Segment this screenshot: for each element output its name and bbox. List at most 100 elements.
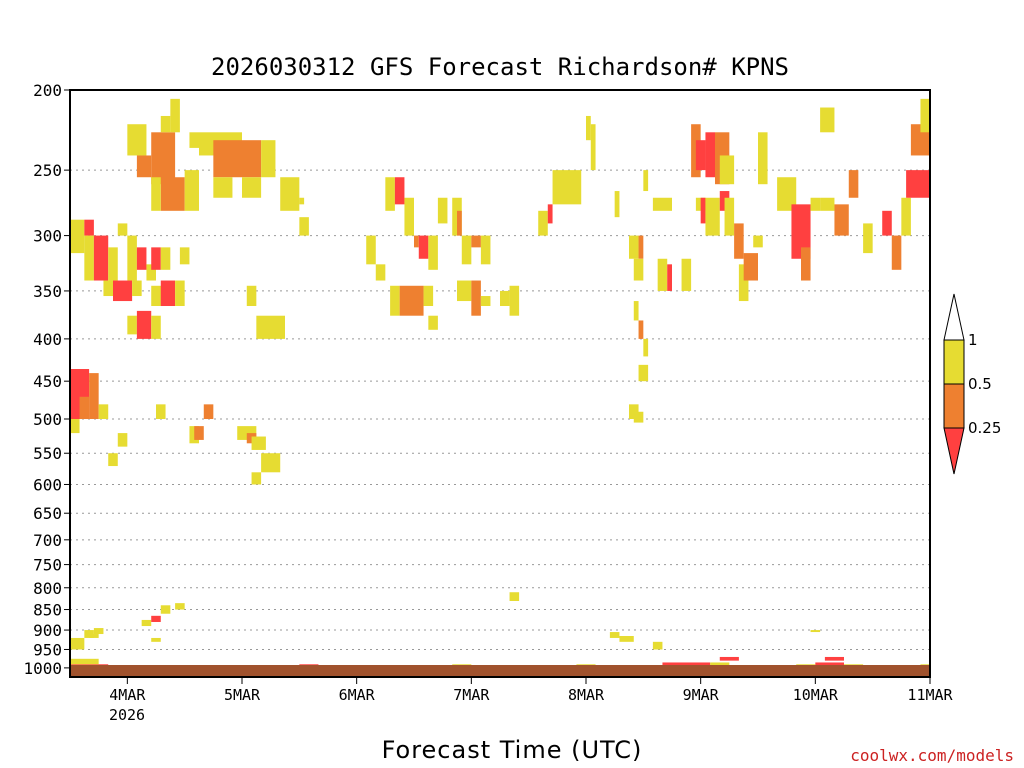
- heatmap-cell: [117, 433, 128, 447]
- heatmap-cell: [667, 264, 672, 291]
- heatmap-cell: [590, 124, 596, 171]
- heatmap-cell: [652, 641, 663, 650]
- heatmap-cell: [179, 247, 190, 265]
- heatmap-cell: [758, 132, 768, 185]
- heatmap-cell: [643, 338, 649, 357]
- heatmap-cell: [820, 107, 835, 133]
- legend: 1 0.5 0.25: [943, 293, 1001, 475]
- heatmap-cell: [160, 247, 171, 270]
- heatmap-cell: [160, 115, 171, 133]
- heatmap-cell: [471, 280, 481, 316]
- heatmap-cell: [638, 235, 644, 259]
- heatmap-cell: [719, 155, 735, 185]
- heatmap-cell: [151, 177, 161, 211]
- watermark: coolwx.com/models: [850, 746, 1014, 765]
- y-tick-label: 200: [33, 81, 62, 100]
- heatmap-cell: [547, 204, 553, 224]
- y-tick-label: 900: [33, 621, 62, 640]
- heatmap-cell: [70, 664, 109, 666]
- heatmap-cell: [151, 247, 161, 270]
- heatmap-cell: [428, 315, 438, 330]
- heatmap-cell: [734, 223, 744, 259]
- y-axis: 200 250 300 350 400 450 500 550 600 650 700 750 800 8…: [23, 81, 70, 678]
- heatmap-cell: [638, 320, 644, 339]
- heatmap-cell: [299, 664, 319, 666]
- y-tick-label: 950: [33, 640, 62, 659]
- heatmap-cell: [70, 658, 99, 665]
- heatmap-cell: [681, 258, 692, 291]
- heatmap-cell: [662, 662, 711, 665]
- y-tick-label: 750: [33, 556, 62, 575]
- heatmap-cell: [834, 204, 849, 236]
- legend-swatch-yellow: [943, 339, 965, 385]
- heatmap-cell: [84, 630, 94, 638]
- x-axis-label: Forecast Time (UTC): [382, 736, 643, 764]
- heatmap-cell: [423, 285, 434, 307]
- heatmap-cell: [175, 603, 185, 610]
- heatmap-cell: [844, 664, 864, 666]
- y-tick-label: 250: [33, 161, 62, 180]
- heatmap-cell: [390, 285, 400, 316]
- heatmap-cell: [70, 419, 80, 434]
- heatmap-cell: [98, 404, 109, 420]
- y-tick-label: 350: [33, 282, 62, 301]
- heatmap-cell: [117, 223, 128, 236]
- heatmap-cell: [619, 635, 634, 642]
- heatmap-cell: [629, 235, 639, 259]
- heatmap-cell: [810, 197, 821, 211]
- heatmap-cell: [136, 155, 152, 178]
- heatmap-cell: [538, 210, 548, 236]
- heatmap-cell: [633, 258, 644, 281]
- heatmap-cell: [414, 235, 419, 248]
- heatmap-cell: [170, 98, 180, 133]
- y-tick-label: 700: [33, 531, 62, 550]
- heatmap-cell: [261, 140, 276, 178]
- y-tick-label: 300: [33, 227, 62, 246]
- heatmap-cell: [437, 197, 448, 224]
- x-tick-label: 7MAR: [453, 686, 490, 704]
- heatmap-cell: [920, 664, 930, 666]
- heatmap-cell: [480, 235, 491, 265]
- heatmap-cell: [404, 197, 414, 236]
- heatmap-cell: [127, 124, 147, 156]
- heatmap-cell: [203, 404, 214, 420]
- heatmap-cell: [629, 404, 639, 420]
- heatmap-cell: [609, 632, 620, 638]
- heatmap-cell: [175, 280, 185, 307]
- heatmap-cell: [375, 264, 386, 281]
- heatmap-cell: [700, 197, 706, 224]
- heatmap-cell: [399, 285, 424, 316]
- heatmap-cell: [552, 170, 582, 205]
- heatmap-cell: [457, 210, 462, 236]
- heatmap-cell: [194, 426, 204, 440]
- x-tick-label: 6MAR: [339, 686, 376, 704]
- x-tick-label: 10MAR: [793, 686, 839, 704]
- y-tick-label: 600: [33, 475, 62, 494]
- heatmap-cell: [457, 280, 472, 302]
- heatmap-cell: [256, 315, 285, 339]
- heatmap-cell: [428, 235, 438, 270]
- legend-swatch-orange: [943, 383, 965, 429]
- y-tick-label: 500: [33, 410, 62, 429]
- heatmap-cell: [184, 170, 199, 211]
- heatmap-cell: [891, 235, 902, 270]
- y-tick-label: 650: [33, 504, 62, 523]
- heatmap-cell: [93, 235, 109, 281]
- heatmap-cell: [906, 170, 930, 198]
- heatmap-cell: [127, 235, 137, 281]
- heatmap-cell: [461, 235, 472, 265]
- heatmap-cell: [576, 664, 596, 666]
- heatmap-cell: [824, 656, 844, 661]
- heatmap-cell: [695, 140, 706, 171]
- heatmap-cell: [79, 396, 90, 420]
- heatmap-cell: [132, 280, 142, 297]
- legend-label-0-25: 0.25: [968, 419, 1001, 437]
- heatmap-cell: [743, 253, 758, 281]
- heatmap-cell: [385, 177, 395, 211]
- y-tick-label: 800: [33, 579, 62, 598]
- heatmap-cell: [418, 235, 429, 259]
- heatmap-cell: [151, 637, 161, 642]
- heatmap-cell: [643, 170, 649, 192]
- heatmap-cell: [586, 115, 591, 141]
- x-axis: 4MAR 5MAR 6MAR 7MAR 8MAR 9MAR 10MAR 11MAR: [109, 677, 954, 704]
